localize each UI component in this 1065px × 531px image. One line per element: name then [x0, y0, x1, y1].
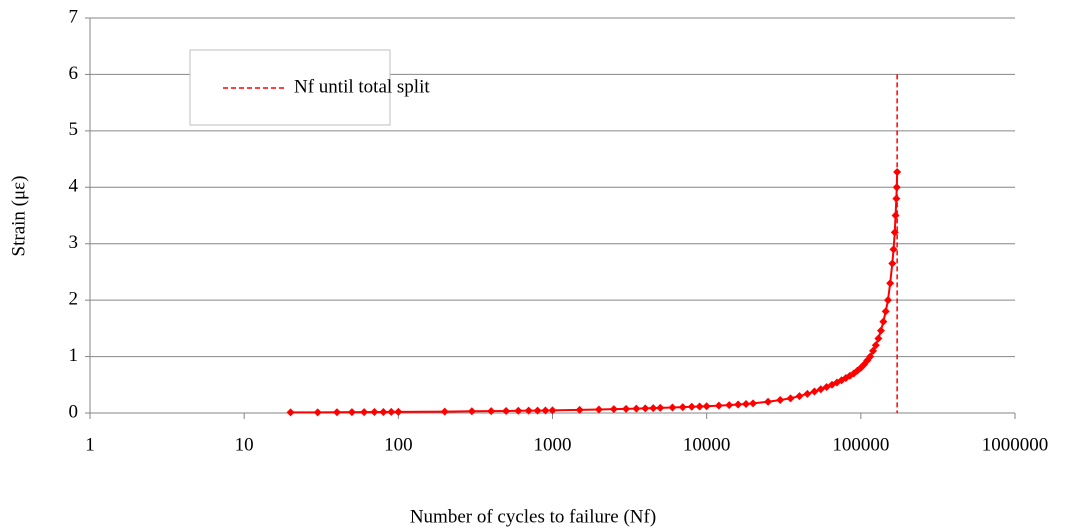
data-point — [816, 385, 825, 394]
data-point — [641, 404, 650, 413]
data-point — [866, 352, 875, 361]
data-point — [810, 387, 819, 396]
data-point — [749, 399, 758, 408]
y-tick-label: 5 — [69, 119, 79, 140]
data-point — [609, 405, 618, 414]
data-point — [440, 407, 449, 416]
x-tick-label: 1000000 — [982, 434, 1049, 455]
y-tick-label: 2 — [69, 289, 79, 310]
data-point — [286, 408, 295, 417]
data-point — [695, 402, 704, 411]
data-point — [524, 406, 533, 415]
data-point — [879, 317, 888, 326]
data-point — [776, 396, 785, 405]
data-point — [668, 403, 677, 412]
data-point — [892, 194, 901, 203]
data-point — [883, 296, 892, 305]
x-tick-label: 10 — [235, 434, 254, 455]
data-point — [702, 402, 711, 411]
x-tick-label: 10000 — [683, 434, 731, 455]
data-point — [803, 389, 812, 398]
y-tick-label: 1 — [69, 345, 79, 366]
data-point — [869, 346, 878, 355]
data-point — [394, 407, 403, 416]
data-point — [575, 405, 584, 414]
y-tick-label: 6 — [69, 63, 79, 84]
data-point — [533, 406, 542, 415]
data-point — [632, 404, 641, 413]
y-tick-label: 7 — [69, 6, 79, 27]
data-point — [886, 279, 895, 288]
data-point — [514, 406, 523, 415]
data-point — [360, 408, 369, 417]
data-line — [290, 172, 899, 414]
data-point — [874, 334, 883, 343]
data-point — [714, 401, 723, 410]
data-point — [742, 399, 751, 408]
data-point — [786, 394, 795, 403]
data-point — [487, 407, 496, 416]
data-point — [881, 307, 890, 316]
data-point — [622, 404, 631, 413]
data-point — [370, 408, 379, 417]
x-tick-label: 1000 — [534, 434, 572, 455]
data-point — [379, 407, 388, 416]
data-point — [387, 407, 396, 416]
x-tick-label: 100 — [384, 434, 413, 455]
legend: Nf until total split — [189, 49, 430, 126]
data-point — [467, 407, 476, 416]
data-point — [871, 341, 880, 350]
data-point — [594, 405, 603, 414]
data-point — [795, 392, 804, 401]
data-point — [649, 404, 658, 413]
data-point — [332, 408, 341, 417]
data-point — [876, 326, 885, 335]
data-point — [891, 211, 900, 220]
data-point — [734, 400, 743, 409]
data-point — [548, 406, 557, 415]
y-tick-label: 3 — [69, 232, 79, 253]
data-point — [764, 397, 773, 406]
data-point — [687, 402, 696, 411]
data-point — [347, 408, 356, 417]
data-point — [678, 403, 687, 412]
y-axis-label: Strain (με) — [8, 176, 29, 257]
x-tick-label: 1 — [85, 434, 95, 455]
y-tick-label: 4 — [69, 176, 79, 197]
y-tick-label: 0 — [69, 401, 79, 422]
x-axis-label: Number of cycles to failure (Nf) — [410, 506, 656, 527]
data-point — [541, 406, 550, 415]
data-point — [502, 406, 511, 415]
x-tick-label: 100000 — [832, 434, 889, 455]
data-point — [656, 403, 665, 412]
data-point — [888, 259, 897, 268]
data-point — [313, 408, 322, 417]
data-point — [725, 401, 734, 410]
legend-label: Nf until total split — [294, 76, 430, 97]
data-point — [889, 245, 898, 254]
